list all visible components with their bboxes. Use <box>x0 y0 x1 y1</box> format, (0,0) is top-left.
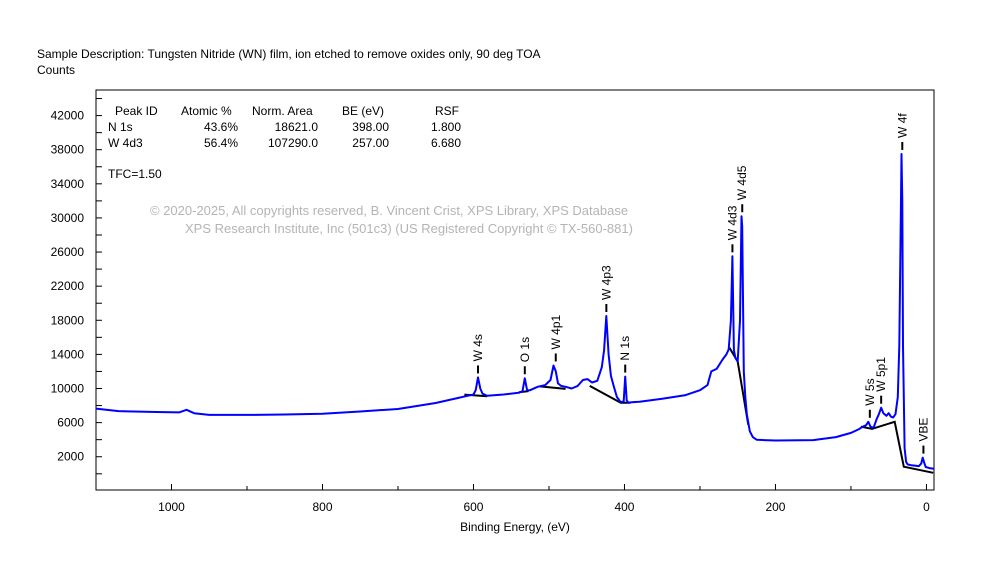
x-tick-label: 800 <box>312 500 332 514</box>
peak-label: W 5s <box>863 378 877 405</box>
table-cell: 398.00 <box>352 120 389 134</box>
peak-label: W 4p1 <box>549 314 563 349</box>
y-tick-label: 10000 <box>51 382 85 396</box>
y-tick-label: 42000 <box>51 109 85 123</box>
quantification-table: Peak ID Atomic % Norm. Area BE (eV) RSF N 1s 4… <box>108 104 461 181</box>
x-tick-label: 400 <box>614 500 634 514</box>
axis-ticks: 1000 800 600 400 200 020006000100001400018000… <box>51 98 930 514</box>
table-cell: 18621.0 <box>275 120 319 134</box>
table-cell: 56.4% <box>204 136 238 150</box>
y-tick-label: 22000 <box>51 279 85 293</box>
y-tick-label: 6000 <box>57 416 84 430</box>
y-tick-label: 14000 <box>51 347 85 361</box>
peak-label: W 4d3 <box>725 205 739 240</box>
sample-description: Sample Description: Tungsten Nitride (WN… <box>37 47 541 61</box>
x-tick-label: 0 <box>923 500 930 514</box>
watermark: © 2020-2025, All copyrights reserved, B.… <box>150 203 633 236</box>
table-cell: W 4d3 <box>108 136 143 150</box>
table-cell: 43.6% <box>204 120 238 134</box>
background-segment <box>860 420 934 474</box>
peak-label: W 4f <box>895 113 909 138</box>
tfc-label: TFC=1.50 <box>108 167 162 181</box>
watermark-line2: XPS Research Institute, Inc (501c3) (US … <box>185 221 633 236</box>
y-tick-label: 2000 <box>57 450 84 464</box>
spectrum-series <box>95 153 935 470</box>
peak-label: N 1s <box>618 336 632 361</box>
peak-label: W 4p3 <box>599 265 613 300</box>
table-header: RSF <box>435 104 459 118</box>
table-header: Atomic % <box>181 104 232 118</box>
background-segment <box>539 385 566 390</box>
background-lines <box>464 347 934 474</box>
peak-label: W 5p1 <box>874 357 888 392</box>
table-cell: 107290.0 <box>268 136 318 150</box>
peak-label: VBE <box>916 418 930 442</box>
table-cell: N 1s <box>108 120 133 134</box>
y-tick-label: 18000 <box>51 313 85 327</box>
peak-label: W 4s <box>471 334 485 361</box>
peak-labels: W 4s O 1s W 4p1 W 4p3 N 1s W 4d3 W 4d5 W 5sW 5p… <box>471 113 930 454</box>
table-header: Peak ID <box>115 104 158 118</box>
y-tick-label: 26000 <box>51 245 85 259</box>
y-tick-label: 30000 <box>51 211 85 225</box>
y-tick-label: 38000 <box>51 143 85 157</box>
peak-label: W 4d5 <box>735 165 749 200</box>
table-cell: 6.680 <box>431 136 461 150</box>
y-axis-label: Counts <box>37 63 76 77</box>
watermark-line1: © 2020-2025, All copyrights reserved, B.… <box>150 203 628 218</box>
x-tick-label: 600 <box>463 500 483 514</box>
plot-frame <box>95 89 935 491</box>
spectrum-line <box>95 153 935 470</box>
peak-label: O 1s <box>518 337 532 362</box>
table-header: Norm. Area <box>252 104 313 118</box>
x-axis-label: Binding Energy, (eV) <box>460 520 570 534</box>
table-header: BE (eV) <box>342 104 384 118</box>
x-tick-label: 1000 <box>158 500 185 514</box>
table-cell: 1.800 <box>431 120 461 134</box>
x-tick-label: 200 <box>765 500 785 514</box>
table-cell: 257.00 <box>352 136 389 150</box>
y-tick-label: 34000 <box>51 177 85 191</box>
